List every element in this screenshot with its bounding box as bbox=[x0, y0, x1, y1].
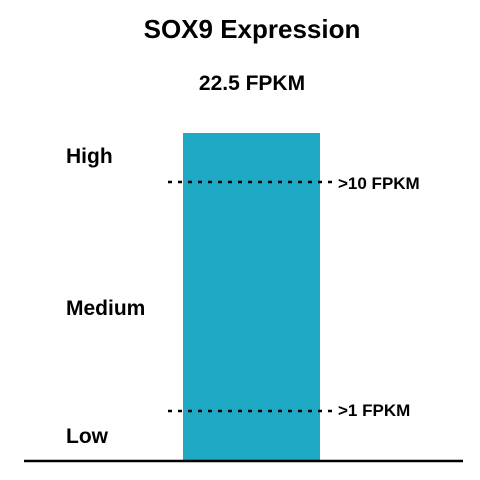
value-label: 22.5 FPKM bbox=[199, 72, 305, 95]
level-label-low: Low bbox=[66, 425, 109, 448]
level-label-high: High bbox=[66, 145, 113, 168]
expression-bar bbox=[183, 133, 320, 461]
level-label-medium: Medium bbox=[66, 297, 145, 320]
threshold-label-low: >1 FPKM bbox=[338, 401, 410, 420]
chart-title: SOX9 Expression bbox=[144, 14, 361, 44]
threshold-label-high: >10 FPKM bbox=[338, 174, 420, 193]
